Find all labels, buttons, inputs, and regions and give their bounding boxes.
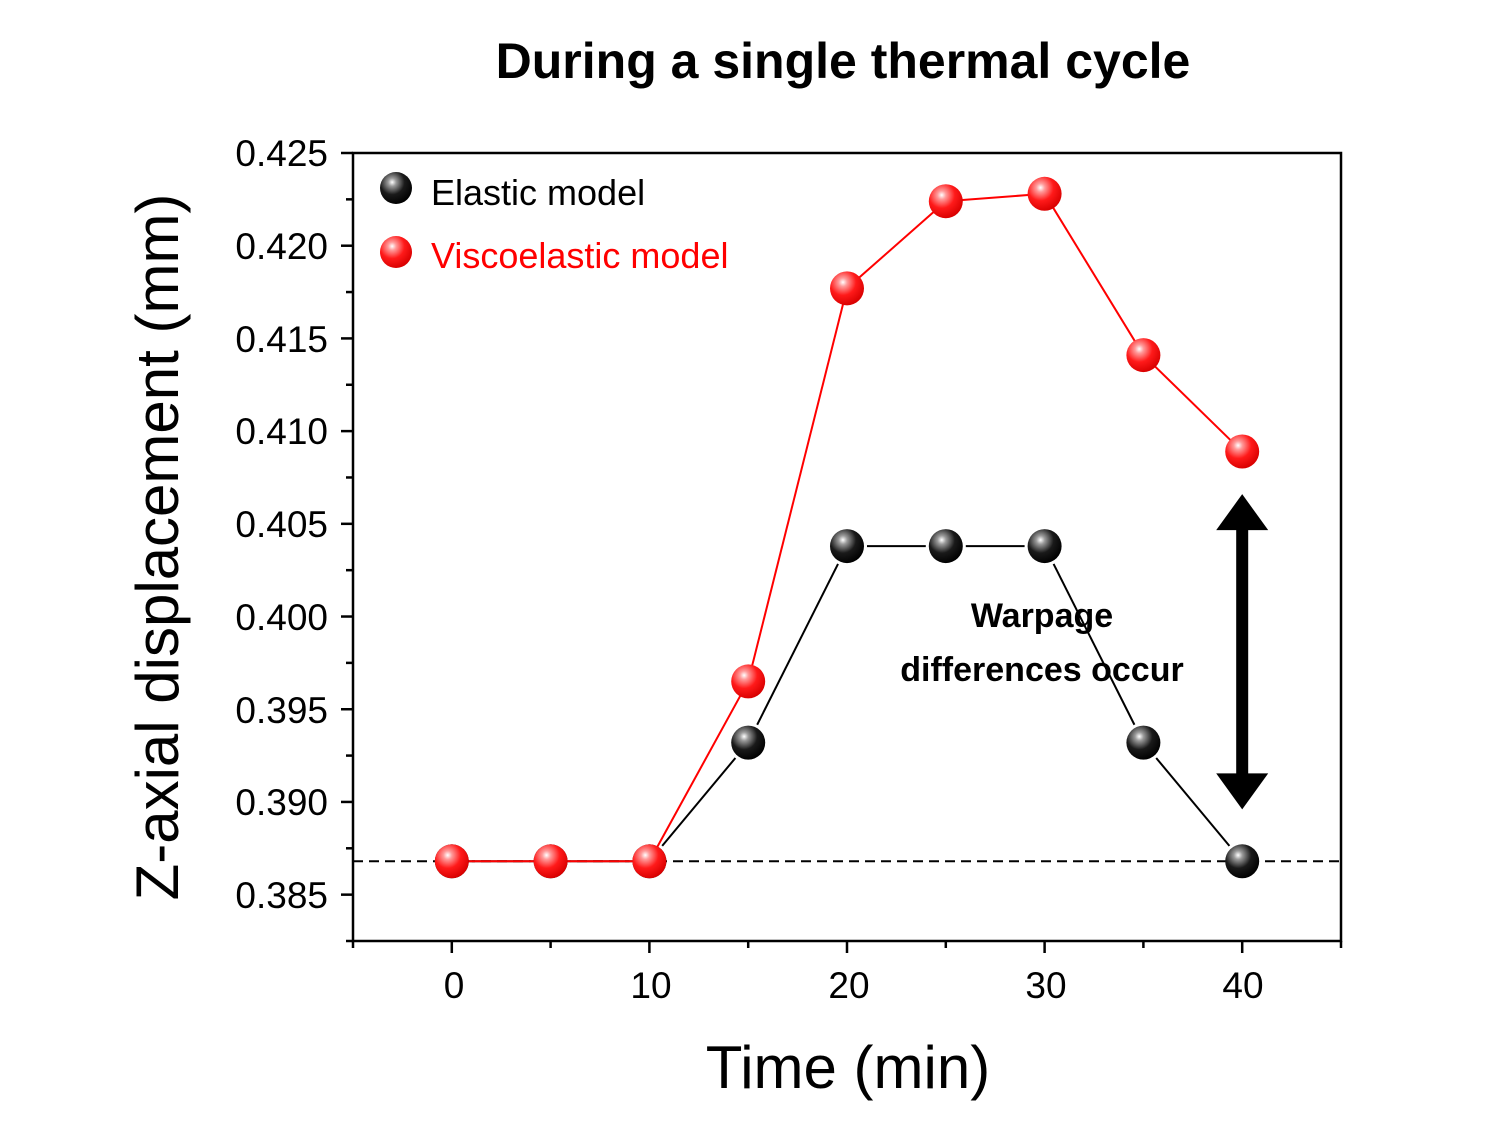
x-axis-label: Time (min): [706, 1034, 990, 1101]
legend-label-elastic: Elastic model: [431, 172, 645, 213]
y-tick-label-0-410: 0.410: [235, 411, 328, 452]
double-arrow-icon: [1216, 494, 1269, 810]
data-point-elastic: [928, 529, 963, 564]
data-point-viscoelastic: [731, 664, 766, 699]
data-point-elastic: [830, 529, 864, 564]
y-tick-label-0-390: 0.390: [235, 782, 328, 823]
annotation-line-1: Warpage: [971, 597, 1113, 635]
series-line-viscoelastic: [960, 193, 1030, 202]
data-point-viscoelastic: [632, 844, 667, 879]
y-tick-label-0-395: 0.395: [235, 690, 328, 731]
series-line-viscoelastic: [750, 302, 845, 668]
y-tick-label-0-400: 0.400: [235, 597, 328, 638]
chart-title: During a single thermal cycle: [496, 33, 1191, 89]
y-tick-label-0-385: 0.385: [235, 875, 328, 916]
legend-marker-elastic: [380, 172, 412, 204]
series-line-elastic: [661, 757, 737, 847]
x-tick-label-30: 30: [1025, 965, 1066, 1006]
data-point-elastic: [1027, 529, 1062, 564]
series-line-viscoelastic: [1051, 206, 1137, 343]
data-point-viscoelastic: [830, 271, 864, 306]
y-tick-label-0-420: 0.420: [235, 226, 328, 267]
x-tick-label-0: 0: [444, 965, 465, 1006]
data-point-elastic: [731, 725, 766, 760]
y-axis-label: Z-axial displacement (mm): [124, 194, 191, 901]
data-point-viscoelastic: [1126, 338, 1161, 373]
annotation-line-2: differences occur: [900, 651, 1183, 689]
data-point-viscoelastic: [928, 184, 963, 219]
legend-label-viscoelastic: Viscoelastic model: [431, 235, 728, 276]
series-line-elastic: [1052, 563, 1136, 726]
x-tick-label-40: 40: [1222, 965, 1263, 1006]
series-line-viscoelastic: [655, 694, 742, 849]
series-lines: [466, 193, 1233, 863]
data-point-viscoelastic: [434, 844, 469, 879]
y-tick-label-0-425: 0.425: [235, 133, 328, 174]
series-line-elastic: [1155, 757, 1231, 847]
x-tick-label-20: 20: [828, 965, 869, 1006]
data-point-viscoelastic: [1225, 434, 1260, 469]
data-point-elastic: [1126, 725, 1161, 760]
series-line-elastic: [756, 563, 839, 726]
y-tick-label-0-405: 0.405: [235, 504, 328, 545]
series-line-viscoelastic: [1153, 364, 1233, 442]
arrow-head-down: [1216, 773, 1269, 810]
axis-ticks: [341, 151, 1343, 953]
data-point-viscoelastic: [1027, 176, 1062, 211]
series-points: [434, 176, 1260, 879]
data-point-elastic: [1225, 844, 1260, 879]
y-tick-label-0-415: 0.415: [235, 319, 328, 360]
arrow-shaft: [1236, 528, 1249, 776]
arrow-head-up: [1216, 494, 1269, 531]
data-point-viscoelastic: [533, 844, 568, 879]
x-tick-label-10: 10: [630, 965, 671, 1006]
legend-marker-viscoelastic: [380, 236, 412, 268]
series-line-viscoelastic: [857, 210, 936, 280]
